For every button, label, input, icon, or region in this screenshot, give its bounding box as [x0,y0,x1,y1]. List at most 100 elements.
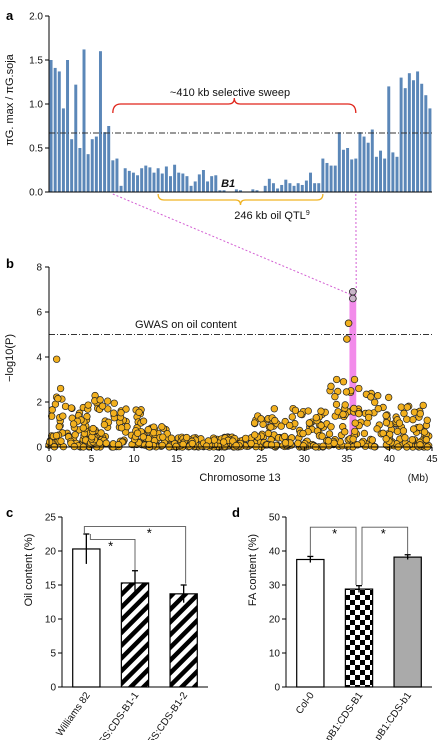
bar [239,190,242,192]
snp-point [114,441,123,449]
snp-point [56,384,65,393]
significance-star: * [147,526,152,541]
panel-a-y-axis: 0.0 0.5 1.0 1.5 2.0 [29,12,432,199]
bar [304,180,308,192]
bar [164,166,168,192]
bar [321,158,325,192]
panel-d-chart: 0 10 20 30 40 50 Col-0 pB1:CDS-B1 pB1:CDS-b1 * * [269,513,432,740]
snp-point [399,427,408,435]
snp-point [79,424,87,432]
snp-point [350,375,359,384]
bar [288,183,292,192]
panel-a-qtl-bracket [157,193,324,206]
bar [346,148,350,192]
bar [136,175,140,192]
bar [325,162,329,192]
snp-point [423,416,431,424]
snp-point [52,431,61,440]
bar [86,154,90,192]
snp-point [48,412,56,420]
panel-a-qtl-label: 246 kb oil QTL9 [234,210,310,222]
bar [309,172,312,192]
snp-point [360,429,369,438]
x-tick-label: 15 [171,454,183,465]
snp-point [374,405,382,413]
y-tick-label: 1.0 [29,100,43,111]
snp-point [318,432,326,440]
x-tick-label: 35 [341,454,353,465]
panel-d: d 0 10 20 30 40 50 Col-0 pB1:CDS-B1 pB1:CDS-b1 * *… [232,505,432,740]
y-tick-label: 15 [45,581,57,592]
snp-point [46,438,54,446]
top-snp-point [349,287,357,296]
snp-point [98,402,107,410]
y-tick-label: 40 [269,547,281,558]
panel-c-y-axis-title: Oil content (%) [23,534,35,607]
snp-point [331,393,339,401]
snp-point [416,410,424,418]
snp-point [135,408,143,416]
snp-point [145,440,153,449]
bar [263,185,267,192]
snp-point [355,384,363,393]
panel-b-x-axis-title: Chromosome 13 [199,472,280,484]
snp-point [158,441,166,450]
panel-b-letter: b [6,256,14,271]
bar [82,49,86,192]
snp-point [250,419,259,427]
snp-point [159,433,167,441]
bar [300,184,304,192]
panel-a-y-axis-title: πG. max / πG.soja [4,53,16,145]
snp-point [410,408,419,416]
x-tick-label: 25 [256,454,268,465]
snp-point [403,415,411,423]
y-tick-label: 0 [36,443,42,454]
bar [201,170,205,192]
snp-point [271,416,279,425]
bar [222,190,226,192]
snp-point [382,435,390,443]
snp-point [364,413,373,422]
bar [366,142,370,192]
bar [280,184,284,192]
x-tick-label: 10 [129,454,141,465]
bar [123,168,127,192]
snp-point [382,411,390,420]
snp-point [299,442,308,450]
snp-point [341,428,349,436]
bar [296,183,300,192]
snp-point [251,431,259,439]
snp-point [264,429,273,438]
top-snp-point [344,319,353,328]
snp-point [325,430,334,438]
significance-star: * [108,538,113,553]
bar [131,172,135,192]
bar [156,168,160,192]
significance-star: * [332,526,337,541]
bar [61,108,65,192]
x-tick-label: 0 [46,454,52,465]
snp-point [277,422,285,430]
y-tick-label: 0.5 [29,144,43,155]
bar [49,60,53,192]
snp-point [422,436,431,444]
bar [296,558,325,688]
bar [218,190,222,192]
bar [374,156,378,192]
snp-point [419,401,427,410]
panel-b-top-points [343,287,357,343]
bar [292,185,296,192]
snp-point [267,423,275,431]
snp-point [297,410,305,419]
y-tick-label: 1.5 [29,56,43,67]
panel-b-y-axis-title: −log10(P) [4,334,16,382]
snp-point [368,436,376,444]
bar [370,129,374,192]
significance-bracket [89,534,136,571]
snp-point [117,409,125,417]
bar [115,158,119,192]
snp-point [349,435,357,443]
panel-a-bars [49,49,432,193]
significance-bracket [361,526,409,585]
snp-point [409,416,417,424]
